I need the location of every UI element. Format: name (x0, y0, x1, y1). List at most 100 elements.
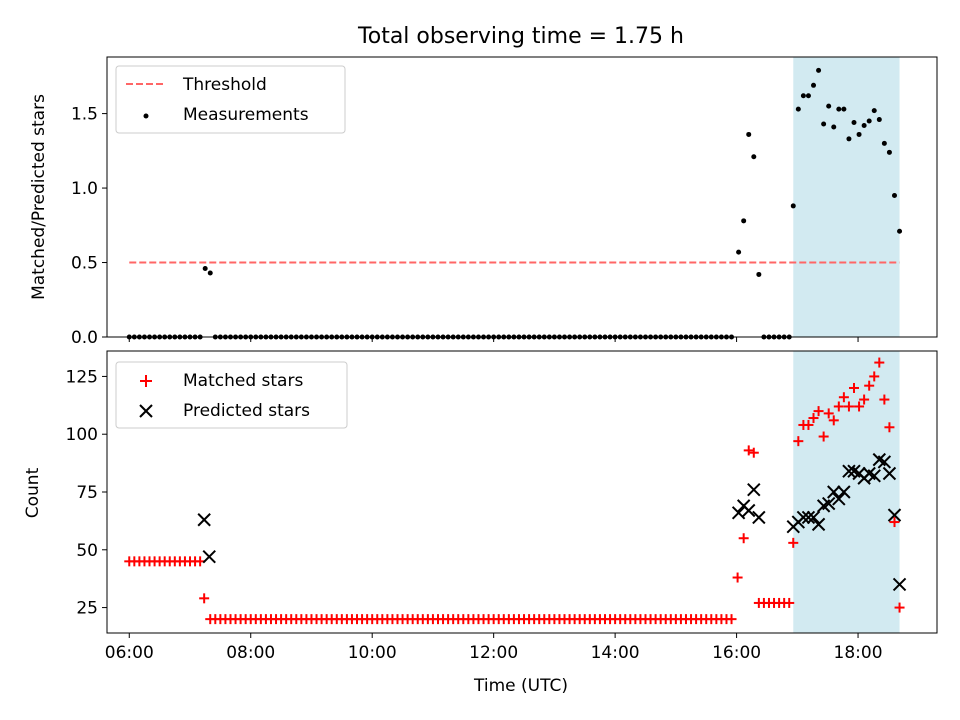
measurement-point (207, 270, 213, 276)
matched-stars-point (732, 572, 743, 583)
marker-stroke (811, 517, 826, 532)
matched-stars-point (788, 537, 799, 548)
predicted-stars-point (892, 577, 907, 592)
matched-stars-point (859, 394, 870, 405)
matched-stars-point (748, 447, 759, 458)
x-tick-label: 12:00 (469, 643, 518, 663)
top-y-axis-label: Matched/Predicted stars (29, 94, 49, 300)
matched-stars-point (818, 431, 829, 442)
measurement-point (811, 82, 817, 88)
marker-stroke (197, 513, 211, 527)
measurement-point (746, 131, 752, 137)
marker-stroke (827, 485, 841, 499)
x-tick-label: 14:00 (591, 643, 640, 663)
measurement-point (851, 120, 857, 126)
measurement-point (736, 249, 742, 255)
y-tick-label: 50 (76, 541, 98, 561)
marker-stroke (867, 469, 881, 483)
x-tick-label: 08:00 (226, 643, 275, 663)
predicted-stars-point (202, 550, 216, 564)
matched-stars-point (784, 597, 795, 608)
predicted-stars-point (837, 485, 851, 499)
top-axes: 0.0 0.5 1.0 1.5 (71, 56, 938, 348)
legend-predicted-swatch (139, 404, 153, 418)
predicted-stars-point (731, 506, 746, 520)
marker-stroke (731, 506, 746, 520)
measurement-point (836, 106, 842, 112)
measurement-point (826, 103, 832, 109)
predicted-stars-point (821, 496, 836, 511)
bottom-legend-box (115, 361, 348, 429)
marker-stroke (882, 466, 897, 481)
matched-stars-point (838, 392, 849, 403)
series-predicted-stars (197, 452, 907, 592)
measurement-point (841, 106, 847, 112)
matched-stars-point (864, 380, 875, 391)
bottom-axes: 25 50 75 100 125 06:00 08:00 10:00 12:00 14:00 16:… (66, 350, 938, 663)
predicted-stars-point (867, 469, 881, 483)
marker-stroke (747, 482, 761, 497)
matched-stars-point (889, 517, 900, 528)
top-legend: Threshold Measurements (115, 65, 346, 134)
matched-stars-point (828, 415, 839, 426)
marker-stroke (862, 466, 876, 481)
matched-stars-point (879, 394, 890, 405)
bottom-y-axis-label: Count (23, 467, 43, 518)
marker-stroke (202, 550, 216, 564)
measurement-point (202, 265, 208, 271)
legend-measurements-label: Measurements (183, 105, 309, 125)
matched-stars-point (726, 614, 737, 625)
predicted-stars-point (832, 492, 846, 506)
y-tick-label: 125 (66, 367, 98, 387)
matched-stars-point (874, 357, 885, 368)
y-tick-label: 1.5 (71, 105, 98, 125)
predicted-stars-point (882, 466, 897, 481)
predicted-stars-point (742, 503, 756, 518)
predicted-stars-point (197, 513, 211, 527)
y-tick-label: 0.0 (71, 328, 98, 348)
measurement-point (886, 149, 892, 155)
matched-stars-point (869, 371, 880, 382)
measurement-point (795, 106, 801, 112)
measurement-point (816, 67, 822, 73)
predicted-stars-point (811, 517, 826, 532)
predicted-stars-point (887, 508, 902, 522)
measurement-point (897, 228, 903, 234)
measurement-point (821, 121, 827, 127)
measurement-point (891, 193, 897, 199)
series-matched-stars (124, 357, 905, 625)
x-tick-label: 16:00 (712, 643, 761, 663)
predicted-stars-point (842, 464, 856, 478)
x-tick-label: 18:00 (834, 643, 883, 663)
chart-title: Total observing time = 1.75 h (357, 24, 684, 49)
predicted-stars-point (806, 510, 821, 525)
legend-measurements-swatch (143, 113, 149, 119)
bottom-panel: 25 50 75 100 125 06:00 08:00 10:00 12:00 14:00 16:… (23, 350, 938, 696)
matched-stars-point (849, 382, 859, 393)
legend-threshold-label: Threshold (182, 75, 267, 95)
measurement-point (751, 154, 757, 160)
count-plot-area (124, 357, 907, 625)
measurement-point (831, 124, 837, 130)
x-axis-label: Time (UTC) (473, 676, 568, 696)
predicted-stars-point (752, 510, 766, 525)
predicted-stars-point (801, 510, 816, 525)
matched-stars-point (894, 602, 905, 613)
matched-stars-point (803, 419, 814, 430)
bottom-legend: Matched stars Predicted stars (115, 361, 348, 429)
observing-window-bottom (793, 351, 900, 633)
marker-stroke (752, 510, 766, 525)
measurement-point (881, 140, 887, 146)
legend-matched-swatch (140, 375, 152, 387)
legend-predicted-label: Predicted stars (183, 401, 310, 421)
predicted-stars-point (796, 510, 811, 525)
x-tick-label: 06:00 (105, 643, 154, 663)
matched-stars-point (199, 593, 210, 604)
matched-stars-point (884, 422, 895, 433)
matched-stars-point (808, 413, 819, 424)
observing-window-band (793, 57, 900, 337)
measurement-point (871, 108, 877, 114)
matched-stars-point (743, 445, 754, 456)
measurement-point (800, 93, 806, 99)
